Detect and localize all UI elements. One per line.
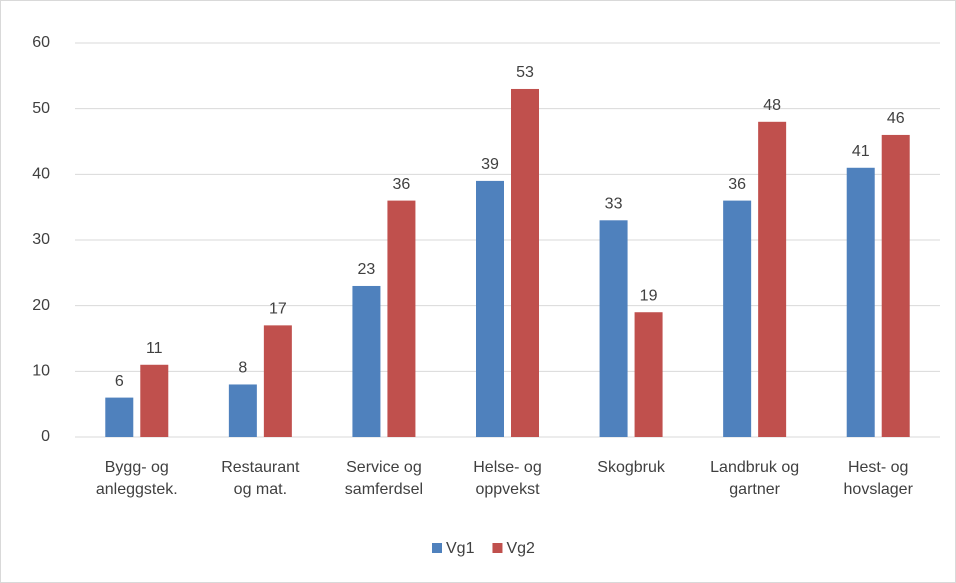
y-tick-label: 10 bbox=[32, 363, 50, 380]
data-label: 19 bbox=[640, 287, 658, 304]
x-tick-label: Landbruk og gartner bbox=[710, 459, 799, 498]
x-tick-label: Helse- og oppvekst bbox=[473, 459, 541, 498]
data-label: 8 bbox=[238, 360, 247, 377]
bar bbox=[228, 384, 257, 437]
bar bbox=[723, 200, 752, 437]
y-tick-label: 0 bbox=[41, 428, 50, 445]
data-label: 39 bbox=[481, 156, 499, 173]
data-label: 36 bbox=[393, 176, 411, 193]
data-label: 6 bbox=[115, 373, 124, 390]
data-label: 36 bbox=[728, 176, 746, 193]
x-tick-label: Bygg- og anleggstek. bbox=[96, 459, 178, 498]
legend-label: Vg1 bbox=[446, 540, 475, 557]
bar bbox=[476, 180, 504, 437]
data-label: 41 bbox=[852, 143, 870, 160]
bar bbox=[758, 121, 787, 438]
bar bbox=[352, 285, 381, 437]
data-label: 46 bbox=[887, 110, 905, 127]
x-tick-label: Restaurant og mat. bbox=[221, 459, 300, 498]
bar bbox=[263, 325, 292, 437]
legend-label: Vg2 bbox=[506, 540, 535, 557]
bar bbox=[599, 220, 628, 437]
y-tick-label: 40 bbox=[32, 166, 50, 183]
bar bbox=[846, 167, 875, 437]
y-tick-label: 20 bbox=[32, 297, 50, 314]
y-tick-label: 30 bbox=[32, 231, 50, 248]
data-label: 23 bbox=[358, 261, 376, 278]
x-tick-label: Hest- og hovslager bbox=[844, 459, 914, 498]
y-tick-label: 60 bbox=[32, 34, 50, 51]
bar bbox=[511, 88, 539, 437]
legend-swatch bbox=[432, 543, 442, 553]
x-tick-label: Skogbruk bbox=[597, 459, 666, 476]
bar bbox=[634, 312, 663, 437]
legend-swatch bbox=[492, 543, 503, 553]
data-label: 53 bbox=[516, 64, 534, 81]
data-label: 17 bbox=[269, 301, 287, 318]
y-tick-label: 50 bbox=[32, 100, 50, 117]
data-label: 48 bbox=[763, 97, 781, 114]
bar bbox=[140, 364, 169, 437]
bar bbox=[387, 200, 416, 437]
x-tick-label: Service og samferdsel bbox=[345, 459, 423, 498]
bar bbox=[881, 134, 910, 437]
data-label: 11 bbox=[146, 340, 163, 357]
bar bbox=[105, 397, 134, 437]
data-label: 33 bbox=[605, 196, 623, 213]
